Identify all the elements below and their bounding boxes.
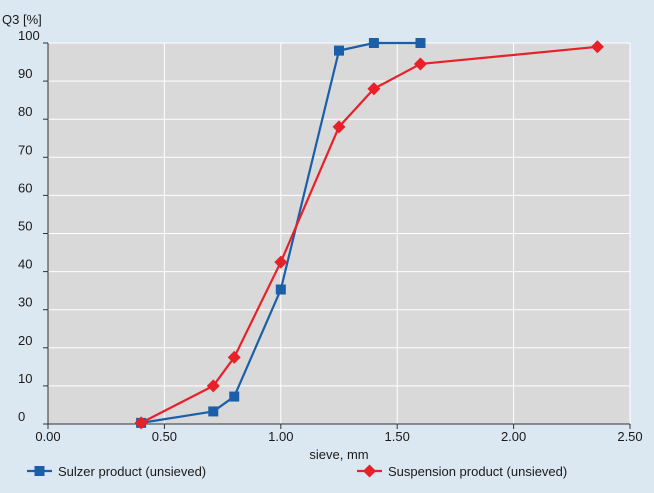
series bbox=[134, 38, 604, 430]
data-point bbox=[334, 45, 344, 56]
legend-label: Sulzer product (unsieved) bbox=[58, 464, 206, 479]
data-point bbox=[413, 57, 427, 71]
legend-item-1: Sulzer product (unsieved) bbox=[27, 464, 206, 479]
legend: Sulzer product (unsieved) Suspension prod… bbox=[27, 464, 567, 479]
y-tick-label: 70 bbox=[18, 142, 32, 157]
x-tick-label: 2.00 bbox=[501, 429, 526, 444]
data-point bbox=[367, 82, 381, 96]
y-tick-label: 30 bbox=[18, 295, 32, 310]
y-tick-label: 100 bbox=[18, 28, 40, 43]
data-point bbox=[274, 255, 288, 269]
series-line bbox=[140, 45, 598, 424]
grid-lines bbox=[48, 42, 631, 424]
x-tick-label: 0.50 bbox=[152, 429, 177, 444]
data-point bbox=[227, 350, 241, 364]
legend-label: Suspension product (unsieved) bbox=[388, 464, 567, 479]
data-point bbox=[208, 406, 219, 417]
legend-marker bbox=[363, 464, 376, 478]
y-tick-label: 0 bbox=[18, 409, 25, 424]
y-axis-title: Q3 [%] bbox=[2, 12, 42, 27]
x-tick-label: 2.50 bbox=[617, 429, 642, 444]
data-point bbox=[229, 391, 240, 402]
data-point bbox=[368, 38, 379, 48]
x-tick-label: 0.00 bbox=[35, 429, 60, 444]
data-point bbox=[332, 120, 346, 134]
data-point bbox=[275, 284, 286, 295]
axes: 0 10 20 30 40 50 60 70 80 90 100 0.00 0.50 1.00 1.50 2.… bbox=[18, 28, 643, 444]
data-point bbox=[415, 38, 426, 48]
y-tick-label: 90 bbox=[18, 66, 32, 81]
y-tick-label: 60 bbox=[18, 180, 32, 195]
data-point bbox=[206, 379, 220, 393]
y-tick-label: 10 bbox=[18, 371, 32, 386]
y-tick-label: 50 bbox=[18, 219, 32, 234]
x-tick-label: 1.00 bbox=[268, 429, 293, 444]
data-point bbox=[590, 40, 604, 54]
legend-marker bbox=[34, 466, 45, 476]
data-point bbox=[134, 416, 148, 430]
y-tick-label: 80 bbox=[18, 104, 32, 119]
y-tick-label: 20 bbox=[18, 333, 32, 348]
legend-item-2: Suspension product (unsieved) bbox=[357, 464, 567, 479]
y-tick-label: 40 bbox=[18, 257, 32, 272]
x-axis-title: sieve, mm bbox=[309, 447, 368, 462]
series-2 bbox=[134, 40, 604, 430]
x-tick-label: 1.50 bbox=[385, 429, 410, 444]
